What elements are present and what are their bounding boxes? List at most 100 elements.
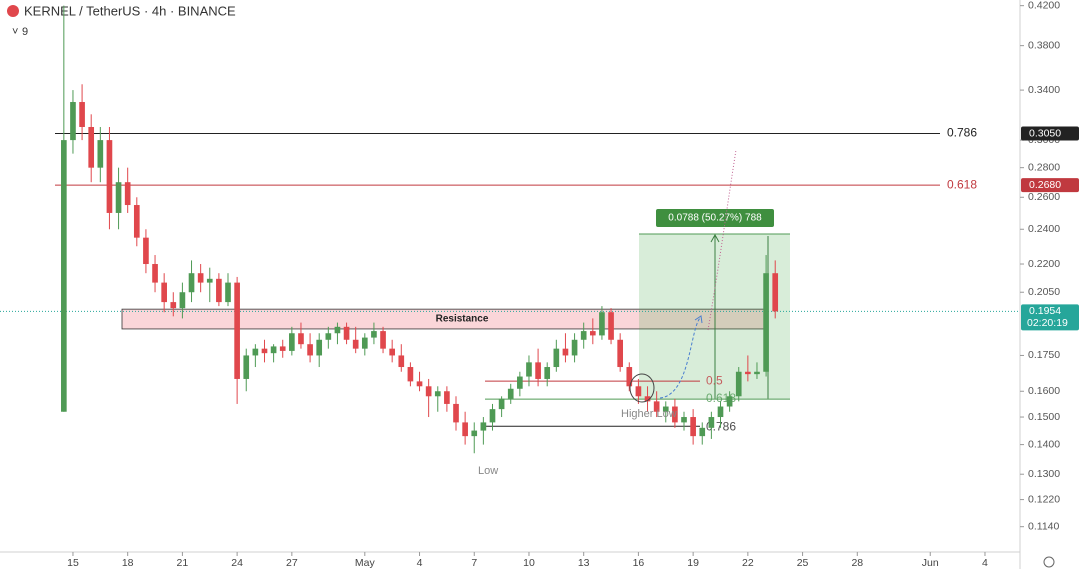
zone-label: Resistance (436, 314, 489, 325)
candle-body (681, 417, 687, 423)
candle-body (507, 388, 514, 399)
candle-body (708, 417, 715, 428)
candle-body (161, 282, 167, 303)
candle-body (206, 278, 213, 283)
indicator-count: 9 (22, 26, 28, 38)
candle-body (179, 292, 186, 309)
candle-body (480, 422, 487, 431)
candle-body (152, 264, 158, 283)
candle-body (170, 302, 177, 309)
position-arrow-head (710, 233, 720, 243)
y-tick-label: 0.2600 (1028, 191, 1060, 203)
fib-level-label: 0.786 (947, 126, 977, 140)
candle-body (252, 348, 259, 356)
candle-body (261, 348, 268, 354)
candle-body (425, 386, 432, 397)
y-tick-label: 0.3400 (1028, 84, 1060, 96)
candle-body (279, 346, 286, 351)
candle-body (662, 406, 669, 412)
candle-body (599, 312, 605, 336)
candle-body (234, 282, 240, 379)
candle-body (580, 331, 587, 340)
candle-body (754, 371, 760, 375)
y-tick-label: 0.1300 (1028, 468, 1060, 480)
y-tick-label: 0.1500 (1028, 411, 1060, 423)
y-tick-label: 0.4200 (1028, 0, 1060, 11)
x-tick-label: 25 (797, 557, 809, 569)
current-price-label: 0.1954 (1029, 305, 1061, 317)
candle-body (88, 126, 95, 168)
y-tick-label: 0.2050 (1028, 286, 1060, 298)
note: Higher Low (621, 408, 677, 420)
projection-arrow-head (694, 315, 703, 324)
candle-body (434, 391, 441, 397)
current-price-badge (1021, 304, 1079, 331)
candle-body (535, 362, 541, 379)
candle-body (471, 430, 478, 437)
candle-body (389, 348, 395, 356)
candle-body (672, 406, 678, 423)
candle-body (699, 427, 706, 437)
candle-body (407, 367, 414, 382)
candle-body (70, 102, 76, 141)
candle-body (498, 398, 505, 410)
candle-body (735, 371, 742, 397)
candle-body (453, 403, 459, 423)
candle-body (398, 355, 405, 368)
x-tick-label: Jun (922, 557, 939, 569)
candle-body (343, 326, 350, 340)
candle-body (617, 339, 623, 368)
candle-body (380, 331, 386, 349)
x-tick-label: 13 (578, 557, 590, 569)
candle-body (608, 312, 614, 340)
candle-body (644, 396, 651, 402)
candle-body (690, 417, 696, 437)
candle-body (188, 273, 195, 293)
candle-body (462, 422, 468, 437)
candle-body (334, 326, 341, 334)
candle-body (270, 346, 277, 354)
candle-body (371, 331, 377, 338)
x-tick-label: 15 (67, 557, 79, 569)
candle-body (225, 282, 231, 303)
candle-body (571, 339, 578, 356)
x-tick-label: 19 (687, 557, 699, 569)
candle-body (553, 348, 560, 368)
indicator-toggle[interactable]: ˅ (12, 26, 18, 38)
candle-body (97, 140, 104, 168)
candle-body (653, 401, 660, 412)
candle-body (745, 371, 751, 375)
settings-icon[interactable] (1043, 556, 1055, 568)
position-label: 0.0788 (50.27%) 788 (668, 213, 762, 224)
y-tick-label: 0.2400 (1028, 223, 1060, 235)
candle-body (316, 339, 323, 356)
candle-body (562, 348, 569, 356)
candle-body (526, 362, 532, 377)
x-tick-label: 7 (471, 557, 477, 569)
candle-body (626, 367, 633, 387)
note: Low (478, 465, 498, 477)
y-tick-label: 0.1600 (1028, 385, 1060, 397)
candle-body (763, 273, 769, 372)
x-tick-label: 24 (231, 557, 243, 569)
y-tick-label: 0.1220 (1028, 493, 1060, 505)
candle-body (197, 273, 204, 283)
price-badge-label: 0.2680 (1029, 179, 1061, 191)
candle-body (243, 355, 250, 379)
price-badge-label: 0.3050 (1029, 127, 1061, 139)
price-badge (1021, 126, 1079, 141)
y-tick-label: 0.2800 (1028, 161, 1060, 173)
candle-body (79, 102, 85, 127)
x-tick-label: May (355, 557, 376, 569)
candle-body (133, 205, 140, 238)
price-badge (1021, 178, 1079, 193)
x-tick-label: 10 (523, 557, 535, 569)
candle-body (106, 140, 113, 213)
candle-body (361, 337, 368, 349)
x-tick-label: 4 (982, 557, 988, 569)
symbol-icon (7, 5, 19, 17)
candle-body (772, 273, 779, 312)
candle-body (544, 367, 551, 379)
